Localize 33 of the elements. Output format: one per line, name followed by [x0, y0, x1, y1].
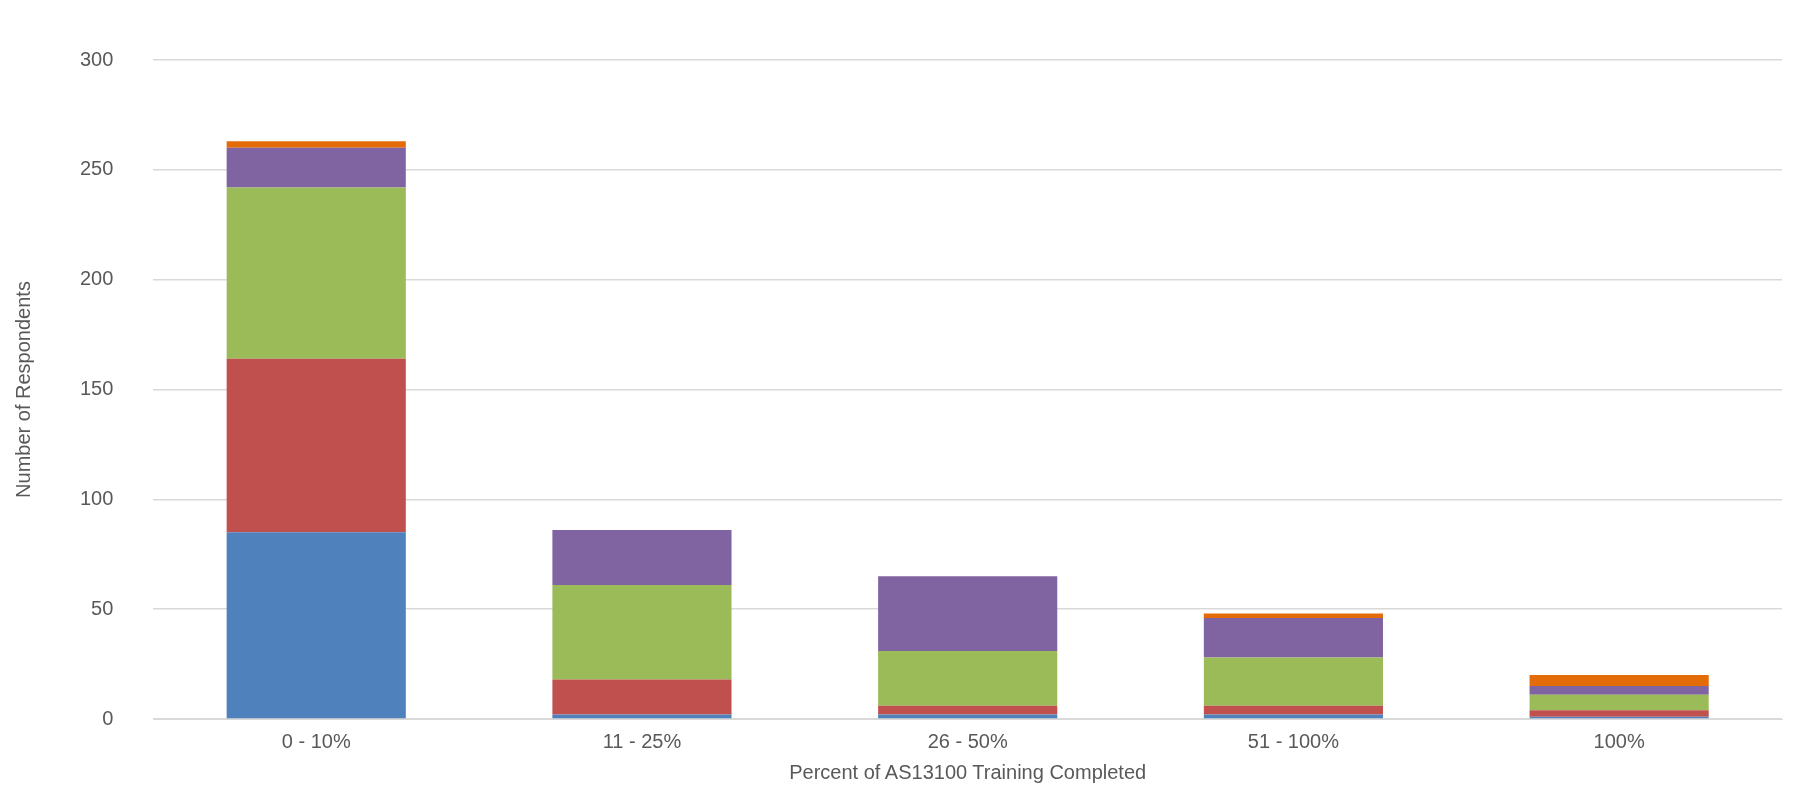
bar	[878, 576, 1058, 651]
bar	[226, 141, 406, 148]
bar	[1203, 705, 1383, 715]
bar	[226, 532, 406, 719]
bar	[1203, 613, 1383, 618]
y-tick-label: 0	[102, 706, 114, 729]
bar	[226, 358, 406, 533]
bar	[878, 705, 1058, 715]
y-axis-title: Number of Respondents	[11, 281, 34, 498]
bar	[552, 679, 732, 715]
y-tick-label: 50	[91, 596, 114, 619]
bar	[1529, 710, 1709, 717]
y-tick-label: 100	[79, 486, 114, 509]
bar	[1203, 657, 1383, 706]
x-tick-label: 26 - 50%	[927, 729, 1008, 752]
bar	[878, 650, 1058, 706]
bar	[1529, 675, 1709, 687]
bar	[226, 187, 406, 359]
bar	[552, 585, 732, 680]
bar	[1529, 686, 1709, 695]
y-tick-label: 200	[79, 267, 114, 290]
bar	[552, 530, 732, 585]
bar	[1529, 694, 1709, 711]
bar	[1203, 617, 1383, 658]
x-tick-label: 11 - 25%	[602, 729, 682, 752]
y-tick-label: 150	[79, 377, 114, 400]
x-tick-label: 51 - 100%	[1247, 729, 1340, 752]
x-tick-label: 0 - 10%	[281, 729, 351, 752]
x-tick-label: 100%	[1593, 729, 1645, 752]
bar	[226, 147, 406, 188]
x-axis-title: Percent of AS13100 Training Completed	[789, 760, 1147, 783]
y-tick-label: 300	[79, 47, 114, 70]
y-tick-label: 250	[79, 157, 114, 180]
